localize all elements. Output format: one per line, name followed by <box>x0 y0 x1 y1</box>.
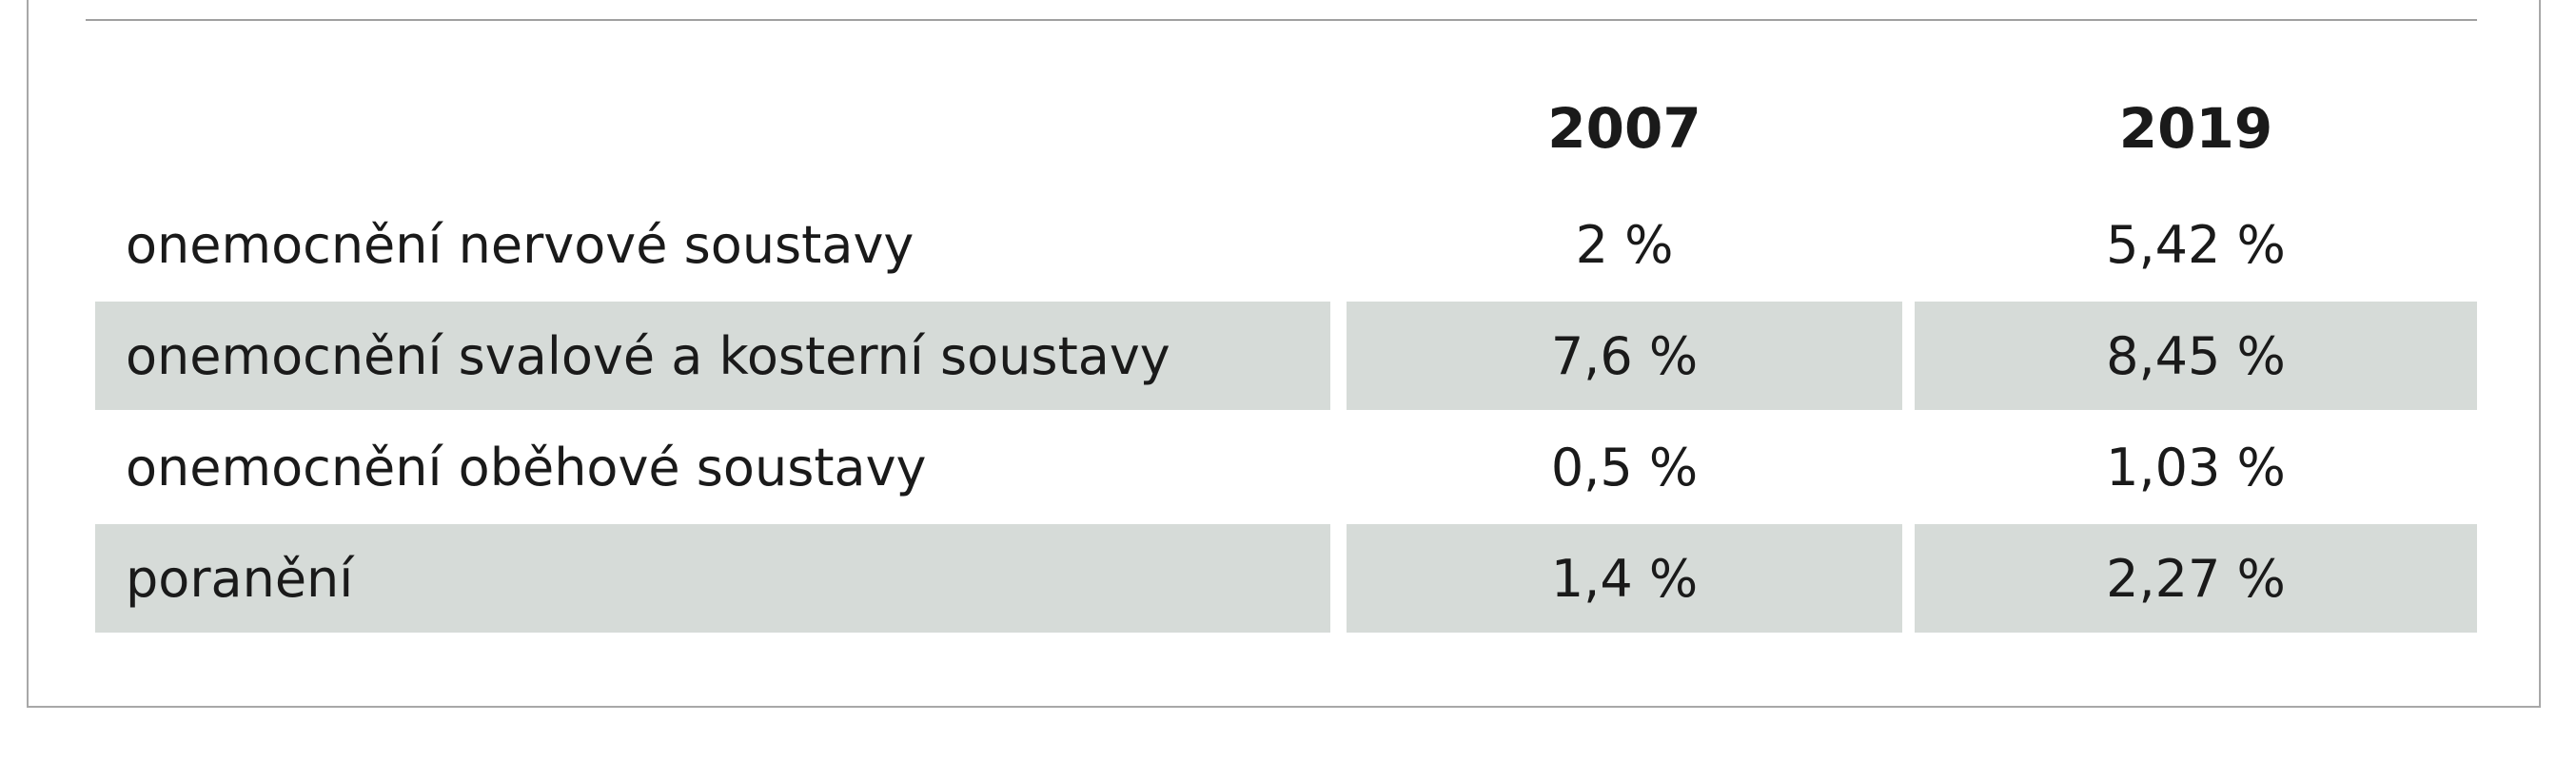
row-label: onemocnění svalové a kosterní soustavy <box>95 302 1330 410</box>
table-cell: 5,42 % <box>2106 214 2286 275</box>
row-label: onemocnění oběhové soustavy <box>126 437 927 498</box>
row-label: poranění <box>95 524 1330 633</box>
table-cell: 2 % <box>1575 214 1674 275</box>
table-frame <box>27 0 2541 708</box>
table-cell: 1,4 % <box>1347 524 1902 633</box>
table-cell: 1,03 % <box>2106 437 2286 498</box>
table-cell: 7,6 % <box>1347 302 1902 410</box>
table-cell: 0,5 % <box>1550 437 1699 498</box>
table-cell: 8,45 % <box>1915 302 2477 410</box>
row-label: onemocnění nervové soustavy <box>126 214 914 275</box>
column-header: 2019 <box>2118 96 2273 161</box>
column-header: 2007 <box>1547 96 1701 161</box>
rule <box>86 19 2477 21</box>
table-cell: 2,27 % <box>1915 524 2477 633</box>
